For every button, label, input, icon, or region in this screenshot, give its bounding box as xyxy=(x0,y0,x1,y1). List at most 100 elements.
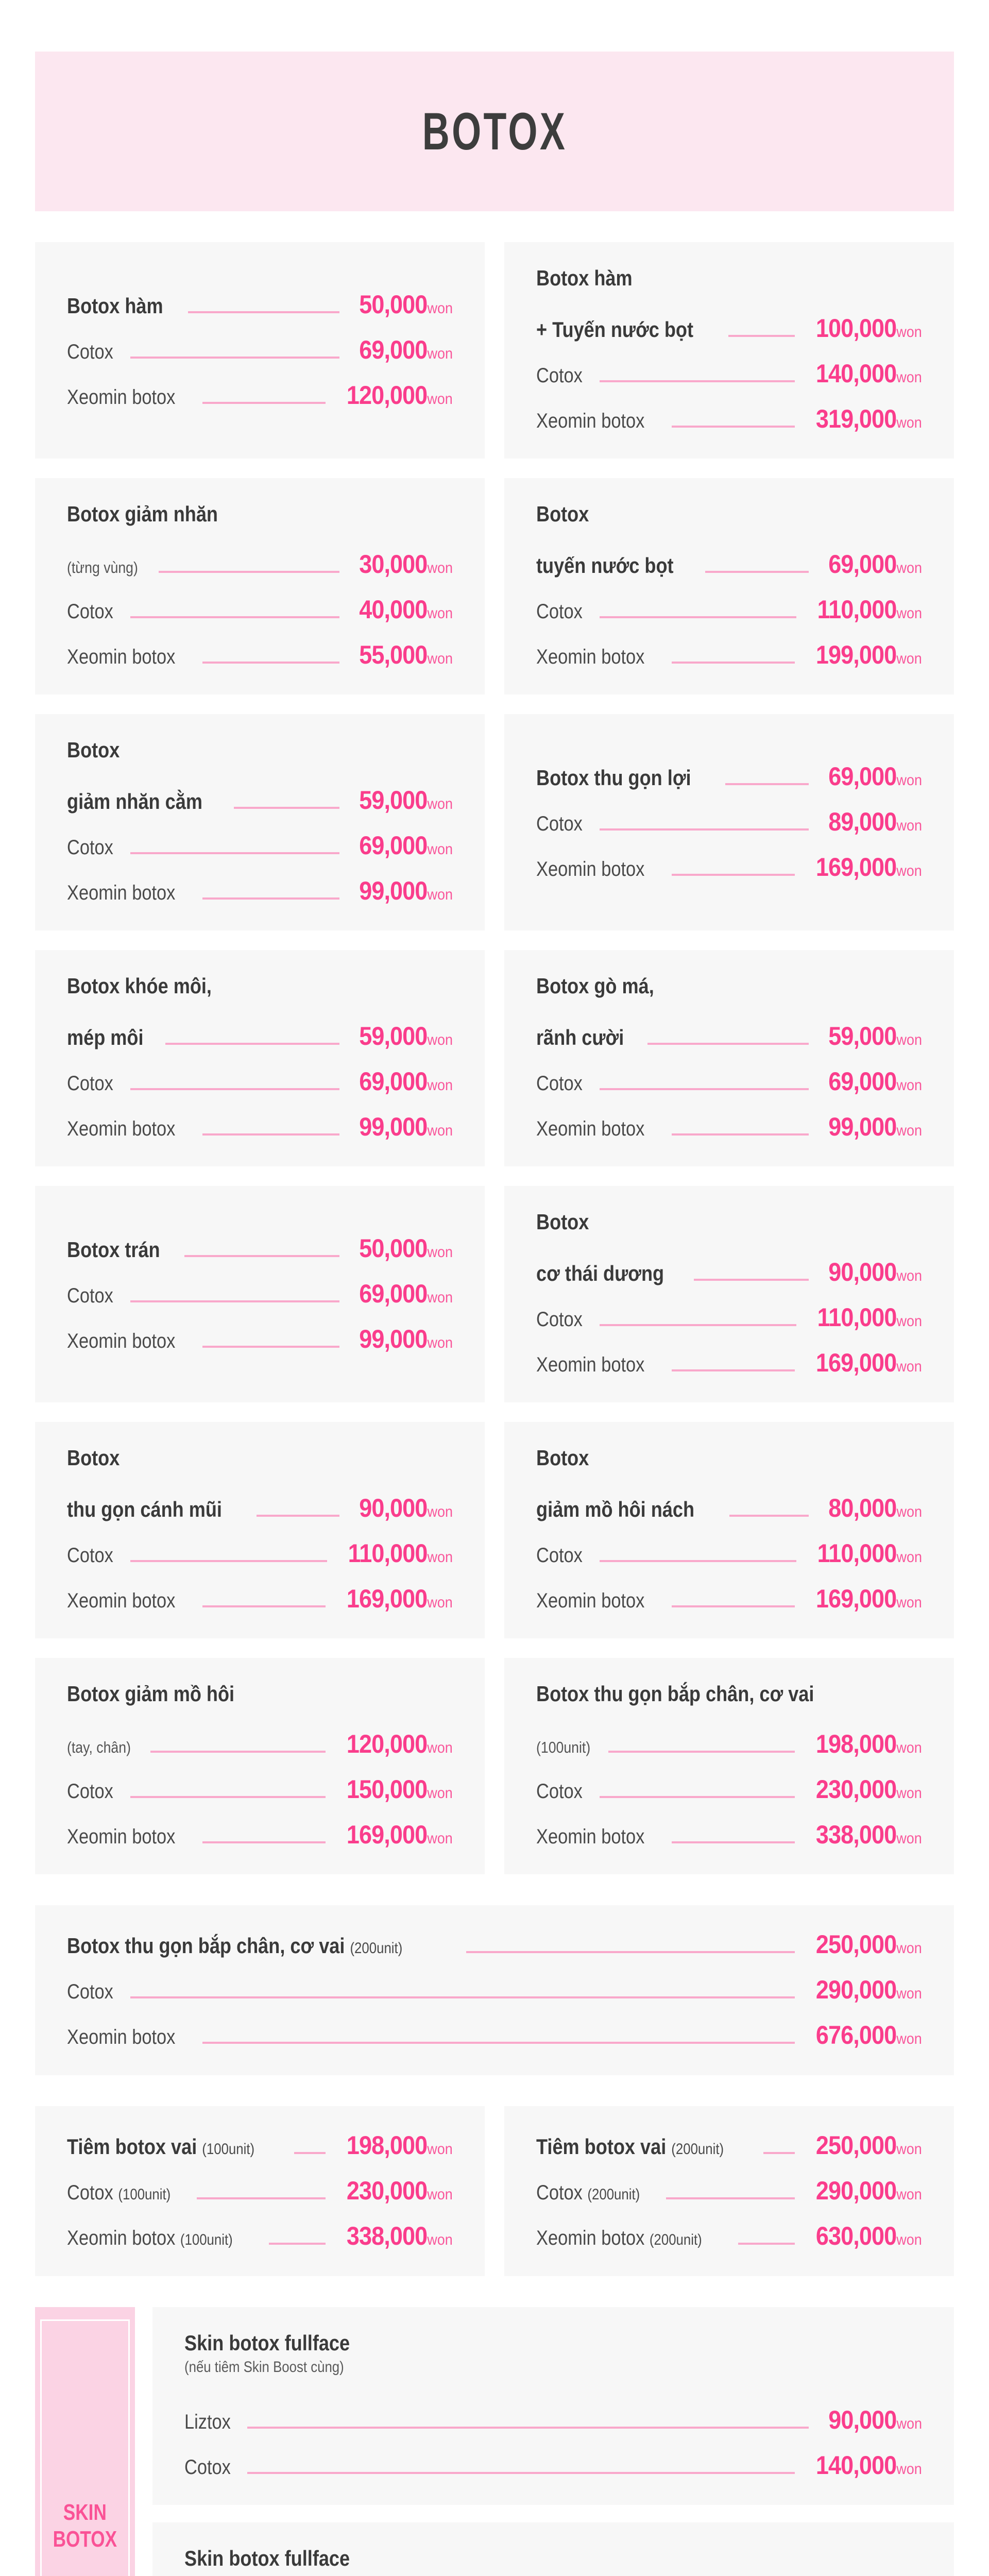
currency-suffix: won xyxy=(427,1549,453,1566)
price-number: 120,000 xyxy=(347,381,428,410)
leader-line xyxy=(729,1515,809,1517)
card-heading-block: Botox giảm mồ hôi nách 80,000won xyxy=(536,1446,922,1523)
currency-suffix: won xyxy=(427,2141,453,2158)
currency-suffix: won xyxy=(896,1739,922,1756)
price-card-grid: Botox hàm 50,000 won Cotox 69,000won Xeomin b… xyxy=(35,242,954,1874)
currency-suffix: won xyxy=(427,1244,453,1261)
price-value: 120,000won xyxy=(347,1729,453,1759)
price-value: 90,000won xyxy=(828,2405,922,2435)
card-heading: Skin botox fullface xyxy=(184,2546,350,2570)
wide-card-grid: Botox thu gọn bắp chân, cơ vai (200unit)… xyxy=(35,1905,954,2075)
price-value: 40,000won xyxy=(359,595,453,624)
price-row: Xeomin botox 99,000won xyxy=(67,1324,453,1354)
leader-line xyxy=(202,1346,340,1348)
leader-line xyxy=(647,1043,809,1045)
currency-suffix: won xyxy=(427,886,453,903)
price-card: Botox tuyến nước bọt 69,000won Cotox 110,000… xyxy=(504,478,954,694)
price-label: Xeomin botox xyxy=(67,1825,176,1848)
price-row: Xeomin botox 55,000won xyxy=(67,640,453,670)
price-number: 198,000 xyxy=(816,1730,897,1758)
currency-suffix: won xyxy=(896,1594,922,1611)
leader-line xyxy=(202,1605,326,1607)
price-number: 338,000 xyxy=(816,1820,897,1849)
price-row: rãnh cười 59,000won xyxy=(536,1021,922,1051)
currency-suffix: won xyxy=(427,1785,453,1802)
leader-line xyxy=(202,2042,795,2044)
price-label: Xeomin botox xyxy=(67,1117,176,1140)
price-number: 230,000 xyxy=(347,2176,428,2205)
price-value: 69,000won xyxy=(828,1066,922,1096)
price-label: Cotox xyxy=(536,600,583,623)
price-row: + Tuyến nước bọt 100,000won xyxy=(536,313,922,343)
price-number: 80,000 xyxy=(828,1494,897,1522)
price-label: Cotox xyxy=(67,1072,113,1095)
price-label: Botox thu gọn lợi xyxy=(536,766,691,790)
currency-suffix: won xyxy=(427,1503,453,1520)
currency-suffix: won xyxy=(427,1594,453,1611)
price-label: Cotox xyxy=(536,1780,583,1803)
card-heading-block: Botox giảm mồ hôi (tay, chân) 120,000won xyxy=(67,1682,453,1759)
price-label: Cotox xyxy=(536,1072,583,1095)
price-card: Botox hàm + Tuyến nước bọt 100,000won Cotox… xyxy=(504,242,954,459)
price-value: 99,000won xyxy=(828,1112,922,1142)
price-label: Xeomin botox (200unit) xyxy=(536,2227,702,2249)
price-value: 230,000won xyxy=(816,1774,922,1804)
price-row: (tay, chân) 120,000won xyxy=(67,1729,453,1759)
price-row: Xeomin botox (200unit) 630,000won xyxy=(536,2221,922,2251)
price-value: 69,000won xyxy=(359,1066,453,1096)
card-heading-line-1: Botox xyxy=(536,502,589,526)
price-row: giảm mồ hôi nách 80,000won xyxy=(536,1493,922,1523)
leader-line xyxy=(694,1279,809,1281)
leader-line xyxy=(130,1560,327,1562)
price-number: 290,000 xyxy=(816,2176,897,2205)
price-value: 199,000won xyxy=(816,640,922,670)
card-heading-line-2: tuyến nước bọt xyxy=(536,553,674,578)
currency-suffix: won xyxy=(427,1830,453,1847)
price-value: 290,000won xyxy=(816,2176,922,2206)
card-heading-line-2: + Tuyến nước bọt xyxy=(536,317,694,342)
leader-line xyxy=(466,1951,795,1953)
leader-line xyxy=(599,1796,795,1798)
currency-suffix: won xyxy=(896,1503,922,1520)
leader-line xyxy=(202,1841,326,1843)
price-value: 169,000won xyxy=(347,1584,453,1614)
price-row: Xeomin botox 169,000won xyxy=(67,1820,453,1850)
price-label: Cotox xyxy=(67,1780,113,1803)
currency-suffix: won xyxy=(896,772,922,789)
leader-line xyxy=(130,357,340,359)
price-row: thu gọn cánh mũi 90,000won xyxy=(67,1493,453,1523)
price-row: (từng vùng) 30,000won xyxy=(67,549,453,579)
price-number: 169,000 xyxy=(347,1820,428,1849)
price-row: Xeomin botox 169,000won xyxy=(536,1348,922,1378)
leader-line xyxy=(150,1751,326,1753)
card-heading-line-2: rãnh cười xyxy=(536,1025,624,1049)
price-row: Liztox 90,000won xyxy=(184,2405,922,2435)
price-card-unit: Tiêm botox vai (100unit) 198,000won Cotox … xyxy=(35,2106,485,2276)
leader-line xyxy=(130,852,340,854)
price-label: Cotox xyxy=(536,812,583,835)
price-row: Xeomin botox 199,000won xyxy=(536,640,922,670)
currency-suffix: won xyxy=(427,1289,453,1306)
currency-suffix: won xyxy=(427,650,453,667)
card-heading-block: Botox hàm + Tuyến nước bọt 100,000won xyxy=(536,266,922,343)
price-row: giảm nhăn cằm 59,000won xyxy=(67,785,453,815)
currency-suffix: won xyxy=(896,369,922,386)
price-row: cơ thái dương 90,000won xyxy=(536,1257,922,1287)
price-number: 290,000 xyxy=(816,1975,897,2004)
unit-note: (100unit) xyxy=(180,2231,233,2248)
currency-suffix: won xyxy=(427,1739,453,1756)
price-number: 50,000 xyxy=(359,290,428,319)
card-heading-line-1: Botox giảm mồ hôi xyxy=(67,1682,235,1706)
price-value: 69,000won xyxy=(828,761,922,791)
card-heading-line-1: Botox hàm xyxy=(536,266,633,290)
leader-line xyxy=(608,1751,795,1753)
price-value: 69,000won xyxy=(828,549,922,579)
price-label: Cotox xyxy=(67,1544,113,1567)
price-card: Botox cơ thái dương 90,000won Cotox 110,000w… xyxy=(504,1186,954,1402)
price-row: Cotox 69,000won xyxy=(67,1066,453,1096)
card-heading-line-1: Botox gò má, xyxy=(536,974,654,998)
currency-suffix: won xyxy=(896,1940,922,1957)
price-value: 230,000won xyxy=(347,2176,453,2206)
currency-suffix: won xyxy=(896,1985,922,2002)
price-label: Xeomin botox xyxy=(67,646,176,668)
